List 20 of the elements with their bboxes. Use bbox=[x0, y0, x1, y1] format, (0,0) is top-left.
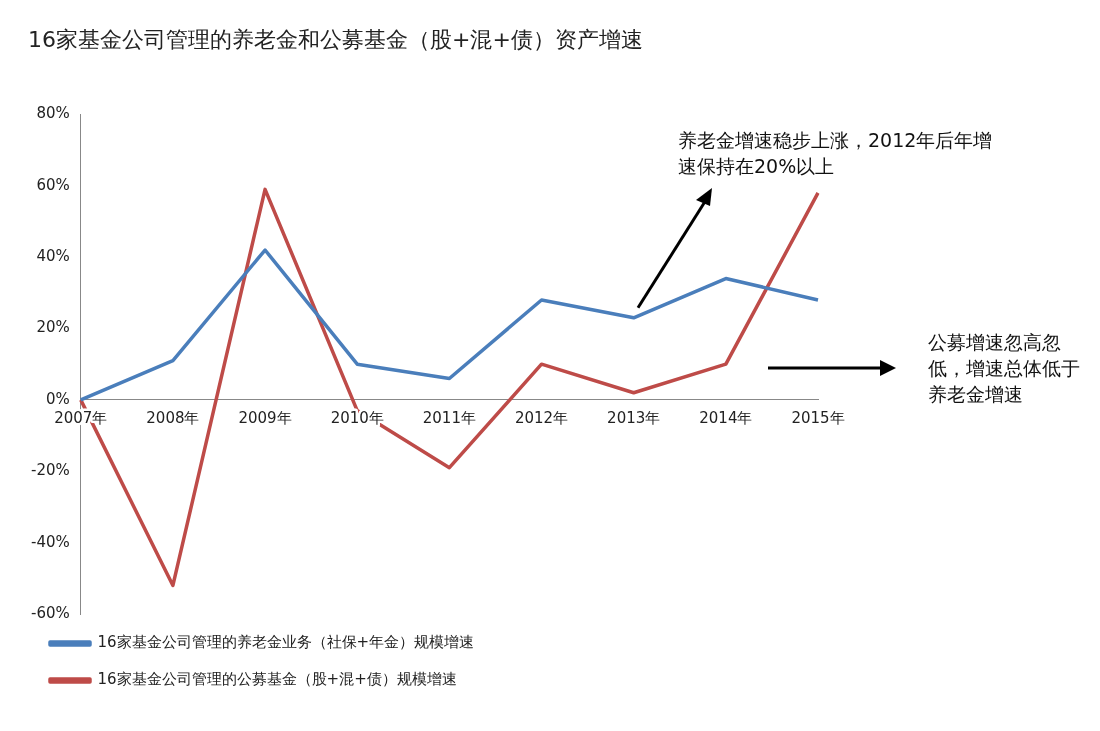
x-tick-label: 2013年 bbox=[607, 409, 661, 428]
y-tick-label: -60% bbox=[30, 603, 70, 622]
text: 公募增速忽高忽低，增速总体低于养老金增速 bbox=[928, 329, 1081, 407]
y-tick-label: -20% bbox=[30, 461, 70, 480]
x-tick-label: 2012年 bbox=[514, 409, 569, 428]
y-tick-label: 20% bbox=[36, 318, 70, 337]
legend-label: 16家基金公司管理的公募基金（股+混+债）规模增速 bbox=[97, 670, 457, 689]
y-tick-label: 80% bbox=[36, 104, 70, 123]
x-tick-label: 2011年 bbox=[422, 409, 476, 428]
y-tick-label: -40% bbox=[30, 532, 70, 551]
chart-title: 16家基金公司管理的养老金和公募基金（股+混+债）资产增速 bbox=[28, 26, 643, 52]
x-tick-label: 2015年 bbox=[791, 409, 845, 428]
x-tick-label: 2009年 bbox=[238, 409, 292, 428]
annotation: 养老金增速稳步上涨，2012年后年增速保持在20%以上 bbox=[678, 128, 994, 179]
y-tick-label: 0% bbox=[45, 389, 70, 408]
x-tick-label: 2008年 bbox=[146, 409, 200, 428]
legend-label: 16家基金公司管理的养老金业务（社保+年金）规模增速 bbox=[97, 633, 475, 652]
y-tick-label: 60% bbox=[36, 175, 70, 194]
x-tick-label: 2014年 bbox=[699, 409, 753, 428]
y-tick-label: 40% bbox=[36, 247, 70, 266]
